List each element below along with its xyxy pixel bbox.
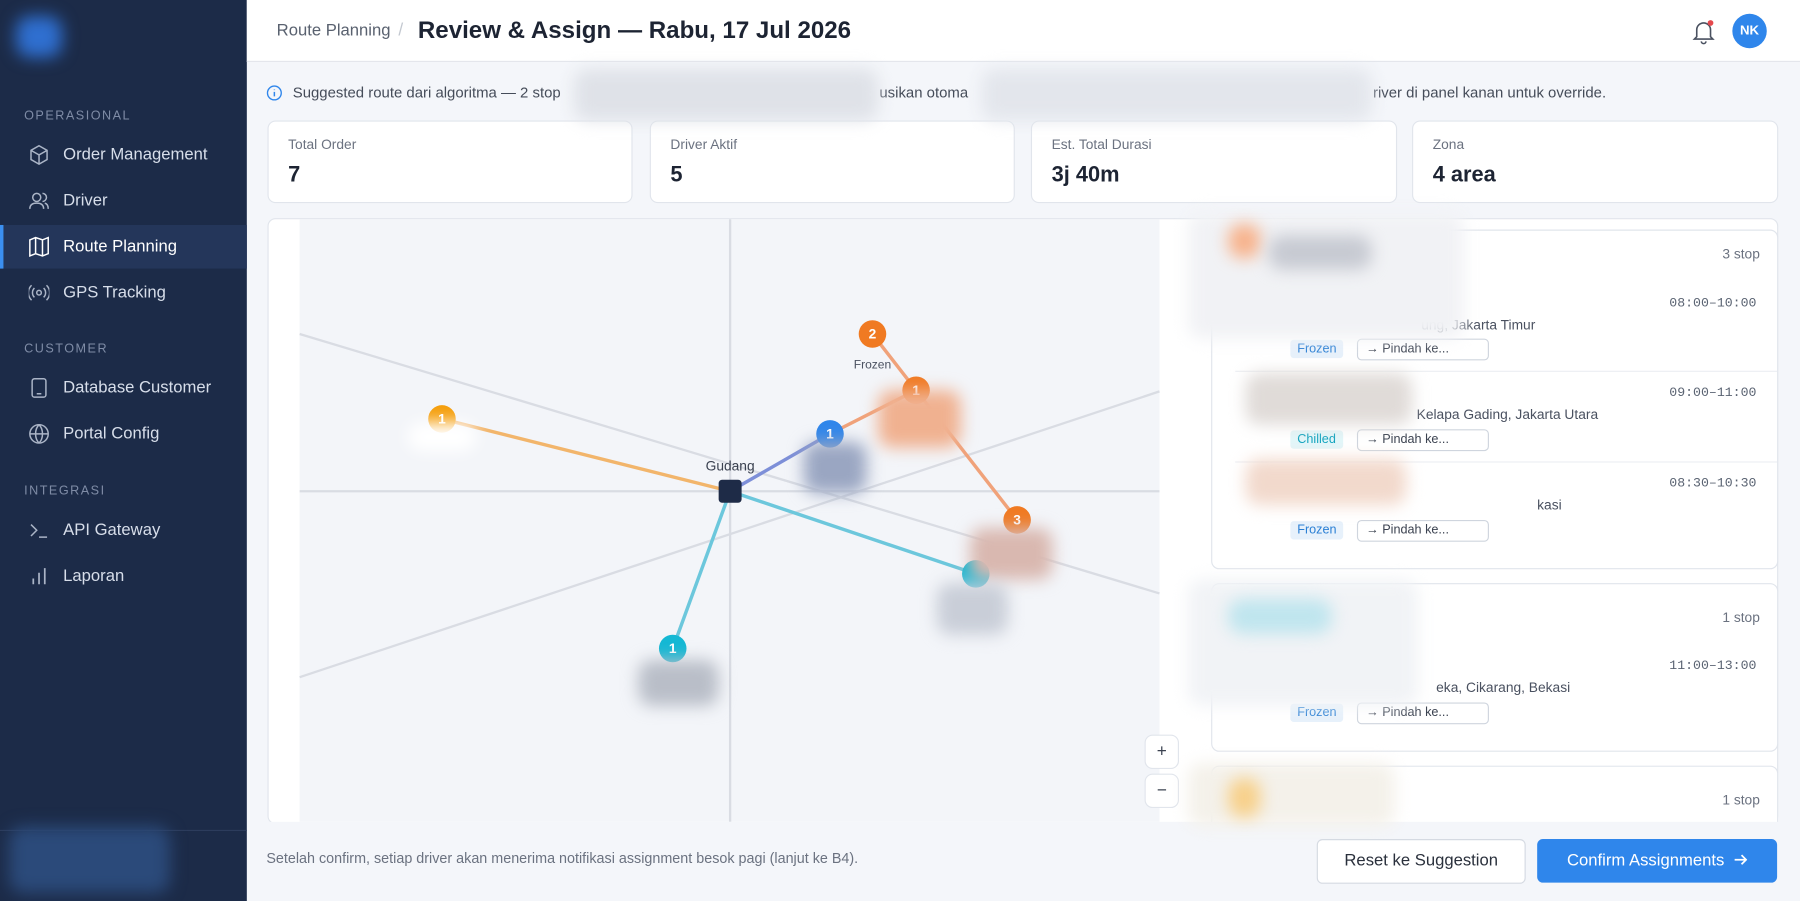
nav-label: Portal Config	[63, 424, 160, 444]
reassign-select[interactable]: → Pindah ke...	[1356, 519, 1489, 542]
confirm-label: Confirm Assignments	[1567, 851, 1725, 871]
section-title: INTEGRASI	[24, 484, 106, 499]
breadcrumb[interactable]: Route Planning	[276, 21, 391, 41]
info-icon	[266, 85, 282, 101]
stat-label: Total Order	[288, 136, 357, 153]
marker-label[interactable]: 3	[1013, 513, 1021, 528]
depot-label: Gudang	[706, 459, 755, 474]
stat-value: 5	[670, 162, 683, 188]
stop-count: 1 stop	[1722, 609, 1760, 626]
nav-item[interactable]: Database Customer	[0, 366, 247, 410]
stat-value: 7	[288, 162, 301, 188]
zoom-out[interactable]: −	[1144, 773, 1179, 809]
stat-value: 3j 40m	[1051, 162, 1120, 188]
stat-label: Driver Aktif	[670, 136, 738, 153]
stat-label: Zona	[1432, 136, 1465, 153]
info-text: river di panel kanan untuk override.	[1373, 83, 1607, 102]
info-text: Suggested route dari algoritma — 2 stop	[292, 83, 561, 102]
stop-time: 08:00–10:00	[1669, 296, 1757, 312]
nav-label: API Gateway	[63, 521, 161, 540]
stop-tag: Frozen	[1290, 339, 1344, 359]
nav-item[interactable]: Portal Config	[0, 412, 247, 456]
map: Gudang Frozen 1 2 1 1 3 1	[299, 219, 1160, 822]
marker-label[interactable]: 1	[669, 641, 677, 656]
stat-card: Driver Aktif 5	[649, 120, 1015, 204]
sidebar: OPERASIONAL Order Management Driver Rout…	[0, 0, 247, 901]
page-title: Review & Assign — Rabu, 17 Jul 2026	[417, 17, 852, 44]
nav-item[interactable]: API Gateway	[0, 508, 247, 552]
stop-time: 11:00–13:00	[1669, 658, 1757, 674]
zoom-in[interactable]: +	[1144, 734, 1179, 770]
reassign-select[interactable]: → Pindah ke...	[1356, 338, 1489, 361]
nav-item[interactable]: Laporan	[0, 554, 247, 598]
nav-label: Route Planning	[63, 237, 177, 256]
nav-item[interactable]: Driver	[0, 179, 247, 223]
nav-label: Database Customer	[63, 378, 212, 398]
marker-label[interactable]: 1	[826, 426, 834, 441]
reset-button[interactable]: Reset ke Suggestion	[1316, 839, 1526, 884]
nav-label: Order Management	[63, 145, 208, 165]
stop-label: Frozen	[854, 357, 892, 371]
stop-tag: Frozen	[1290, 703, 1344, 722]
stop-address: eka, Cikarang, Bekasi	[1436, 679, 1571, 696]
reassign-select[interactable]: → Pindah ke...	[1356, 429, 1489, 452]
stop-count: 3 stop	[1722, 245, 1760, 262]
nav-item-active[interactable]: Route Planning	[0, 224, 247, 269]
confirm-button[interactable]: Confirm Assignments	[1537, 839, 1778, 883]
marker-label[interactable]: 1	[438, 412, 446, 427]
header: Route Planning / Review & Assign — Rabu,…	[246, 0, 1800, 62]
reassign-select[interactable]: → Pindah ke...	[1356, 702, 1489, 725]
section-title: OPERASIONAL	[24, 109, 132, 123]
stat-card: Zona 4 area	[1412, 120, 1779, 204]
stat-card: Total Order 7	[267, 120, 633, 204]
marker-label[interactable]: 2	[869, 327, 877, 342]
nav-item[interactable]: GPS Tracking	[0, 271, 247, 315]
stop-tag: Frozen	[1290, 521, 1344, 540]
stop-time: 09:00–11:00	[1669, 385, 1757, 401]
nav-item[interactable]: Order Management	[0, 133, 247, 177]
info-text: usikan otoma	[879, 83, 969, 102]
stat-value: 4 area	[1432, 162, 1496, 188]
stop-address: Kelapa Gading, Jakarta Utara	[1416, 406, 1599, 423]
nav-label: Driver	[63, 191, 108, 211]
stop-count: 1 stop	[1722, 791, 1760, 809]
stat-card: Est. Total Durasi 3j 40m	[1030, 120, 1398, 204]
nav-label: GPS Tracking	[63, 283, 166, 302]
footer-note: Setelah confirm, setiap driver akan mene…	[266, 850, 859, 867]
stop-tag: Chilled	[1290, 430, 1343, 449]
stop-address: kasi	[1537, 496, 1562, 514]
avatar[interactable]: NK	[1732, 13, 1767, 49]
nav-label: Laporan	[63, 567, 125, 586]
bell-icon[interactable]	[1692, 20, 1715, 45]
stat-label: Est. Total Durasi	[1051, 136, 1152, 153]
stop-time: 08:30–10:30	[1669, 476, 1757, 492]
section-title: CUSTOMER	[24, 342, 109, 356]
